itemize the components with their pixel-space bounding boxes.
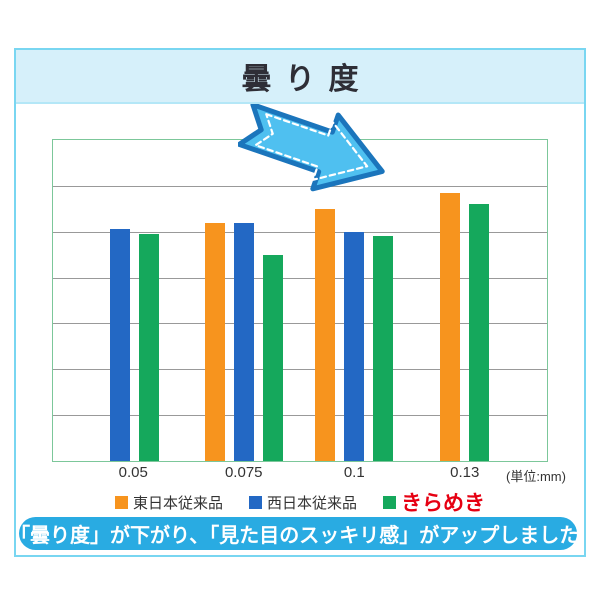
caption-banner: 「曇り度」が下がり、「見た目のスッキリ感」がアップしました! xyxy=(10,517,586,550)
gridline xyxy=(53,231,547,233)
legend-item-東日本従来品: 東日本従来品 xyxy=(114,492,223,513)
legend-label: 西日本従来品 xyxy=(267,494,358,512)
bar-西日本従来品-0.05 xyxy=(109,229,130,461)
legend-swatch-icon xyxy=(383,495,397,509)
chart-header: 曇り度 xyxy=(16,50,584,104)
x-tick-label-0.1: 0.1 xyxy=(343,464,365,481)
down-right-arrow-icon xyxy=(238,104,385,192)
bar-東日本従来品-0.075 xyxy=(205,222,225,461)
caption-text: 「曇り度」が下がり、「見た目のスッキリ感」がアップしました! xyxy=(10,525,586,547)
legend-swatch-icon xyxy=(114,495,128,509)
gridline xyxy=(53,277,547,279)
bars-row xyxy=(53,140,547,461)
bar-東日本従来品-0.1 xyxy=(315,208,335,461)
bar-きらめき-0.05 xyxy=(138,234,159,461)
bar-きらめき-0.075 xyxy=(263,254,283,461)
gridline xyxy=(53,185,547,187)
bar-きらめき-0.1 xyxy=(373,236,393,461)
bar-chart-plot xyxy=(52,139,548,462)
gridline xyxy=(53,323,547,325)
bar-西日本従来品-0.1 xyxy=(344,231,364,461)
chart-title: 曇り度 xyxy=(241,63,372,96)
legend-label: 東日本従来品 xyxy=(132,494,223,512)
unit-label: (単位:mm) xyxy=(506,469,566,484)
legend-item-きらめき: きらめき xyxy=(383,487,485,517)
legend-swatch-icon xyxy=(249,495,262,509)
bar-group-0.13 xyxy=(409,140,547,461)
x-tick-label-0.05: 0.05 xyxy=(118,464,148,481)
bar-group-0.075 xyxy=(189,140,299,461)
x-tick-label-0.13: 0.13 xyxy=(450,464,480,481)
bar-西日本従来品-0.075 xyxy=(234,222,254,461)
bar-group-0.05 xyxy=(53,140,189,461)
bar-きらめき-0.13 xyxy=(468,204,489,461)
x-axis-labels: 0.05 0.075 0.1 0.13 xyxy=(52,464,548,481)
gridline xyxy=(53,415,547,417)
bar-東日本従来品-0.13 xyxy=(439,192,460,461)
legend-item-西日本従来品: 西日本従来品 xyxy=(249,492,357,513)
legend: 東日本従来品 西日本従来品 きらめき xyxy=(52,487,548,517)
bar-group-0.1 xyxy=(299,140,409,461)
gridline xyxy=(53,369,547,371)
x-tick-label-0.075: 0.075 xyxy=(224,464,263,481)
legend-label: きらめき xyxy=(401,492,486,515)
